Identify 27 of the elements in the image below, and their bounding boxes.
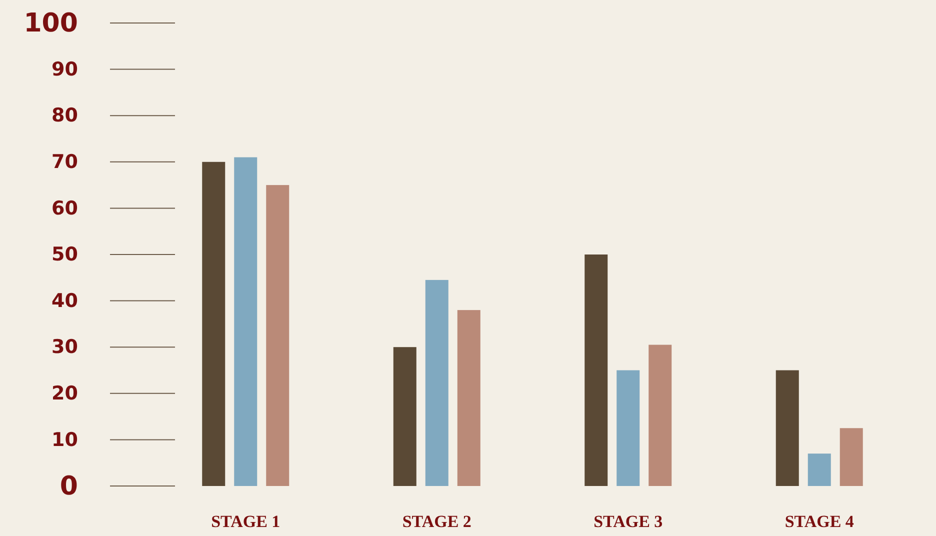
y-tick-label: 10 — [52, 428, 78, 451]
x-tick-label: STAGE 2 — [402, 512, 472, 531]
y-tick-label: 60 — [52, 197, 78, 220]
y-tick-label: 40 — [52, 290, 78, 312]
y-tick-label: 80 — [52, 104, 78, 127]
bar — [776, 370, 799, 486]
bar — [202, 162, 226, 486]
bar — [616, 370, 640, 486]
y-tick-label: 30 — [52, 336, 78, 358]
x-tick-label: STAGE 3 — [594, 512, 663, 531]
x-tick-label: STAGE 4 — [784, 512, 854, 531]
y-tick-label: 90 — [52, 58, 78, 80]
y-tick-label: 50 — [52, 244, 78, 266]
bar — [648, 344, 672, 486]
y-tick-label: 70 — [52, 150, 78, 173]
y-tick-label: 100 — [24, 8, 78, 38]
bar — [393, 347, 416, 486]
bar — [234, 157, 258, 486]
bar — [457, 310, 480, 486]
x-tick-label: STAGE 1 — [211, 512, 280, 531]
bar — [266, 185, 290, 486]
bar — [425, 280, 448, 486]
bar — [808, 454, 831, 486]
bar — [584, 254, 608, 486]
bar — [840, 428, 863, 486]
y-tick-label: 20 — [52, 382, 78, 404]
y-tick-label: 0 — [60, 471, 78, 502]
